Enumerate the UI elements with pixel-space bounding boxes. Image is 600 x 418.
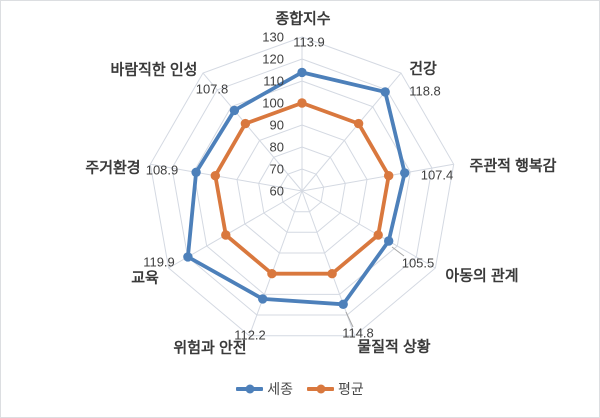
category-label: 아동의 관계	[445, 267, 518, 285]
series-average-marker	[353, 118, 364, 129]
radial-tick-label: 110	[263, 74, 284, 89]
legend-label: 세종	[267, 381, 293, 397]
data-label: 119.9	[143, 255, 175, 270]
category-label: 교육	[131, 270, 159, 287]
category-label: 건강	[409, 60, 437, 78]
axis-spoke	[301, 190, 356, 336]
series-average-marker	[240, 118, 251, 129]
grid-ring	[236, 124, 368, 254]
series-sejong-marker	[384, 236, 394, 246]
series-average-marker	[297, 98, 307, 108]
series-average-marker	[210, 171, 220, 181]
radial-tick-label: 130	[262, 30, 284, 45]
series-average-line	[213, 101, 391, 276]
series-average-marker	[373, 230, 383, 240]
grid-ring	[149, 36, 455, 337]
category-label: 주거환경	[85, 159, 140, 177]
legend-item-average: 평균	[307, 382, 364, 396]
legend-line-marker-icon	[307, 384, 334, 394]
series-sejong-line	[185, 70, 407, 307]
data-label: 118.8	[409, 84, 441, 99]
data-label: 105.5	[402, 256, 435, 271]
legend-item-sejong: 세종	[236, 382, 293, 396]
legend-line-marker-icon	[236, 384, 264, 394]
series-sejong-marker	[380, 87, 390, 97]
axis-spoke	[248, 190, 303, 336]
data-label-leader-line	[345, 311, 354, 328]
category-label: 바람직한 인성	[111, 61, 198, 79]
radial-tick-label: 90	[270, 118, 284, 133]
grid-ring	[171, 58, 433, 316]
grid-ring	[258, 146, 346, 233]
radial-tick-label: 60	[270, 184, 284, 199]
series-sejong-marker	[297, 67, 307, 78]
data-label: 108.9	[146, 163, 179, 178]
series-average-marker	[221, 230, 231, 240]
axis-spoke	[150, 163, 303, 192]
data-label: 112.2	[234, 328, 266, 343]
series-sejong-marker	[338, 299, 348, 309]
series-sejong-marker	[183, 252, 193, 262]
data-label: 113.9	[293, 35, 325, 50]
grid-ring	[193, 80, 411, 295]
radial-tick-label: 120	[262, 52, 284, 67]
category-label: 종합지수	[275, 11, 330, 28]
legend-label: 평균	[338, 381, 364, 397]
series-sejong-marker	[400, 168, 410, 178]
series-sejong-marker	[258, 294, 268, 304]
series-sejong-marker	[191, 167, 201, 177]
data-label: 107.8	[196, 82, 229, 97]
series-average-marker	[384, 171, 394, 181]
series-average-marker	[267, 269, 277, 279]
data-label: 107.4	[421, 168, 454, 183]
data-label: 114.8	[342, 326, 374, 341]
radial-tick-label: 70	[270, 162, 284, 177]
series-sejong-marker	[229, 105, 240, 116]
legend: 세종 평균	[1, 382, 599, 396]
series-average-marker	[327, 269, 337, 279]
radial-tick-label: 80	[270, 140, 284, 155]
axis-spoke	[301, 163, 454, 192]
data-label-leader-line	[391, 246, 405, 257]
radial-tick-label: 100	[262, 96, 284, 111]
category-label: 위험과 안전	[173, 339, 246, 357]
grid-ring	[279, 168, 325, 213]
axis-spoke	[202, 72, 303, 192]
category-label: 물질적 상황	[357, 338, 430, 356]
axis-spoke	[301, 190, 436, 269]
category-label: 주관적 행복감	[470, 157, 557, 175]
